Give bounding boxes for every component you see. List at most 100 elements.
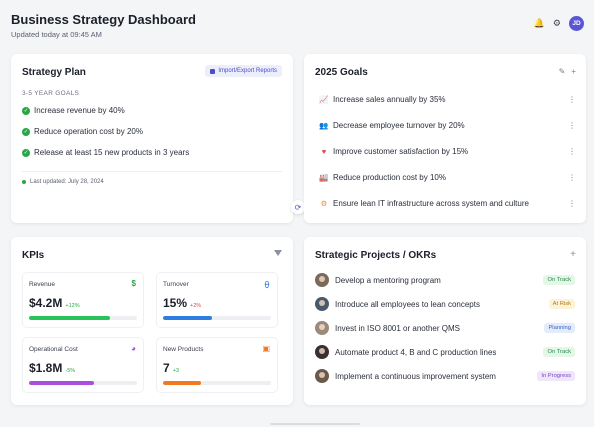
list-item[interactable]: 🏭 Reduce production cost by 10% ⋮ bbox=[319, 171, 576, 183]
kpi-value-group: 7 +3 bbox=[163, 361, 179, 375]
goal-text: Ensure lean IT infrastructure across sys… bbox=[333, 198, 529, 208]
avatar bbox=[315, 345, 329, 359]
goal-text: Increase sales annually by 35% bbox=[333, 94, 446, 104]
avatar bbox=[315, 273, 329, 287]
import-export-label: Import/Export Reports bbox=[218, 68, 277, 74]
kpi-progress-fill bbox=[29, 381, 94, 385]
goals-2025-card: 2025 Goals ✎ + 📈 Increase sales annually… bbox=[304, 54, 586, 223]
project-text: Automate product 4, B and C production l… bbox=[335, 347, 497, 357]
kpi-value-group: 15% +2% bbox=[163, 296, 201, 310]
users-icon: 👥 bbox=[319, 120, 329, 130]
more-vertical-icon[interactable]: ⋮ bbox=[568, 120, 576, 130]
kpi-progress-fill bbox=[163, 381, 201, 385]
kpi-label: Revenue bbox=[29, 281, 56, 288]
kpi-revenue[interactable]: Revenue $ $4.2M +12% bbox=[22, 272, 144, 328]
page-subtitle: Updated today at 09:45 AM bbox=[11, 30, 102, 39]
kpi-change: +2% bbox=[190, 303, 202, 309]
header-actions: 🔔 ⚙ JD bbox=[534, 16, 584, 31]
strategy-plan-card: Strategy Plan Import/Export Reports 3-5 … bbox=[11, 54, 293, 223]
kpi-new-products[interactable]: New Products ▣ 7 +3 bbox=[156, 337, 278, 393]
kpi-turnover[interactable]: Turnover ꂷ 15% +2% bbox=[156, 272, 278, 328]
avatar[interactable]: JD bbox=[569, 16, 584, 31]
gear-icon[interactable]: ⚙ bbox=[552, 18, 561, 28]
factory-icon: 🏭 bbox=[319, 172, 329, 182]
project-text: Develop a mentoring program bbox=[335, 275, 441, 285]
sync-icon[interactable]: ⟳ bbox=[291, 200, 305, 214]
goal-text: Reduce production cost by 10% bbox=[333, 172, 446, 182]
document-icon bbox=[210, 68, 216, 74]
list-item[interactable]: 👥 Decrease employee turnover by 20% ⋮ bbox=[319, 119, 576, 131]
more-vertical-icon[interactable]: ⋮ bbox=[568, 198, 576, 208]
list-item[interactable]: ⚙ Ensure lean IT infrastructure across s… bbox=[319, 197, 576, 209]
goal-text: Decrease employee turnover by 20% bbox=[333, 120, 465, 130]
strategy-goal-list: ✓ Increase revenue by 40% ✓ Reduce opera… bbox=[22, 105, 189, 168]
heart-icon: ♥ bbox=[321, 146, 327, 156]
projects-card: Strategic Projects / OKRs + Develop a me… bbox=[304, 237, 586, 405]
list-item[interactable]: ♥ Improve customer satisfaction by 15% ⋮ bbox=[319, 145, 576, 157]
projects-list: Develop a mentoring program On Track Int… bbox=[315, 272, 575, 392]
status-badge: On Track bbox=[543, 275, 575, 285]
list-item[interactable]: Introduce all employees to lean concepts… bbox=[315, 296, 575, 312]
avatar bbox=[315, 297, 329, 311]
kpi-progress-track bbox=[163, 381, 271, 385]
kpi-progress-fill bbox=[163, 316, 212, 320]
kpi-label: New Products bbox=[163, 346, 204, 353]
filter-icon[interactable] bbox=[274, 250, 282, 256]
goal-text: Release at least 15 new products in 3 ye… bbox=[34, 148, 190, 157]
kpi-value: $4.2M bbox=[29, 296, 63, 310]
pie-chart-icon: ◕ bbox=[131, 344, 136, 353]
kpi-progress-fill bbox=[29, 316, 110, 320]
list-item: ✓ Release at least 15 new products in 3 … bbox=[22, 147, 189, 158]
chart-line-icon: 📈 bbox=[319, 94, 329, 104]
more-vertical-icon[interactable]: ⋮ bbox=[568, 146, 576, 156]
status-badge: On Track bbox=[543, 347, 575, 357]
plus-icon[interactable]: + bbox=[571, 67, 576, 76]
kpi-operational-cost[interactable]: Operational Cost ◕ $1.8M -5% bbox=[22, 337, 144, 393]
kpi-value-group: $1.8M -5% bbox=[29, 361, 75, 375]
edit-icon[interactable]: ✎ bbox=[558, 67, 566, 76]
list-item: ✓ Increase revenue by 40% bbox=[22, 105, 189, 116]
divider bbox=[22, 171, 282, 172]
box-icon: ▣ bbox=[262, 344, 270, 353]
project-text: Invest in ISO 8001 or another QMS bbox=[335, 323, 460, 333]
people-icon: ꂷ bbox=[263, 281, 270, 290]
kpi-change: -5% bbox=[65, 368, 76, 374]
kpi-progress-track bbox=[29, 381, 137, 385]
kpi-label: Operational Cost bbox=[29, 346, 78, 353]
last-updated: Last updated: July 28, 2024 bbox=[22, 179, 104, 185]
goal-text: Improve customer satisfaction by 15% bbox=[333, 146, 469, 156]
kpi-progress-track bbox=[29, 316, 137, 320]
kpi-change: +3 bbox=[172, 368, 179, 374]
kpi-value: 15% bbox=[163, 296, 188, 310]
bell-icon[interactable]: 🔔 bbox=[533, 18, 545, 28]
kpi-label: Turnover bbox=[163, 281, 189, 288]
check-circle-icon: ✓ bbox=[22, 106, 30, 115]
list-item[interactable]: Invest in ISO 8001 or another QMS Planni… bbox=[315, 320, 575, 336]
goals-2025-list: 📈 Increase sales annually by 35% ⋮ 👥 Dec… bbox=[319, 93, 576, 223]
goals-actions: ✎ + bbox=[559, 67, 576, 76]
project-text: Introduce all employees to lean concepts bbox=[335, 299, 480, 309]
avatar bbox=[315, 321, 329, 335]
kpi-change: +12% bbox=[65, 303, 80, 309]
list-item[interactable]: 📈 Increase sales annually by 35% ⋮ bbox=[319, 93, 576, 105]
projects-title: Strategic Projects / OKRs bbox=[315, 250, 437, 261]
check-circle-icon: ✓ bbox=[22, 127, 30, 136]
kpis-card: KPIs Revenue $ $4.2M +12% Turnover ꂷ 15%… bbox=[11, 237, 293, 405]
list-item: ✓ Reduce operation cost by 20% bbox=[22, 126, 189, 137]
list-item[interactable]: Implement a continuous improvement syste… bbox=[315, 368, 575, 384]
more-vertical-icon[interactable]: ⋮ bbox=[568, 172, 576, 182]
list-item[interactable]: Develop a mentoring program On Track bbox=[315, 272, 575, 288]
more-vertical-icon[interactable]: ⋮ bbox=[568, 94, 576, 104]
dollar-icon: $ bbox=[131, 279, 136, 288]
kpis-title: KPIs bbox=[22, 250, 45, 261]
goal-text: Increase revenue by 40% bbox=[34, 106, 125, 115]
plus-icon[interactable]: + bbox=[570, 249, 576, 260]
kpi-value: 7 bbox=[163, 361, 170, 375]
list-item[interactable]: Automate product 4, B and C production l… bbox=[315, 344, 575, 360]
page-header: Business Strategy Dashboard Updated toda… bbox=[11, 12, 196, 39]
goals-2025-title: 2025 Goals bbox=[315, 67, 368, 78]
gear-icon: ⚙ bbox=[320, 198, 328, 208]
goal-text: Reduce operation cost by 20% bbox=[34, 127, 143, 136]
status-badge: In Progress bbox=[537, 371, 575, 381]
import-export-button[interactable]: Import/Export Reports bbox=[205, 65, 282, 77]
